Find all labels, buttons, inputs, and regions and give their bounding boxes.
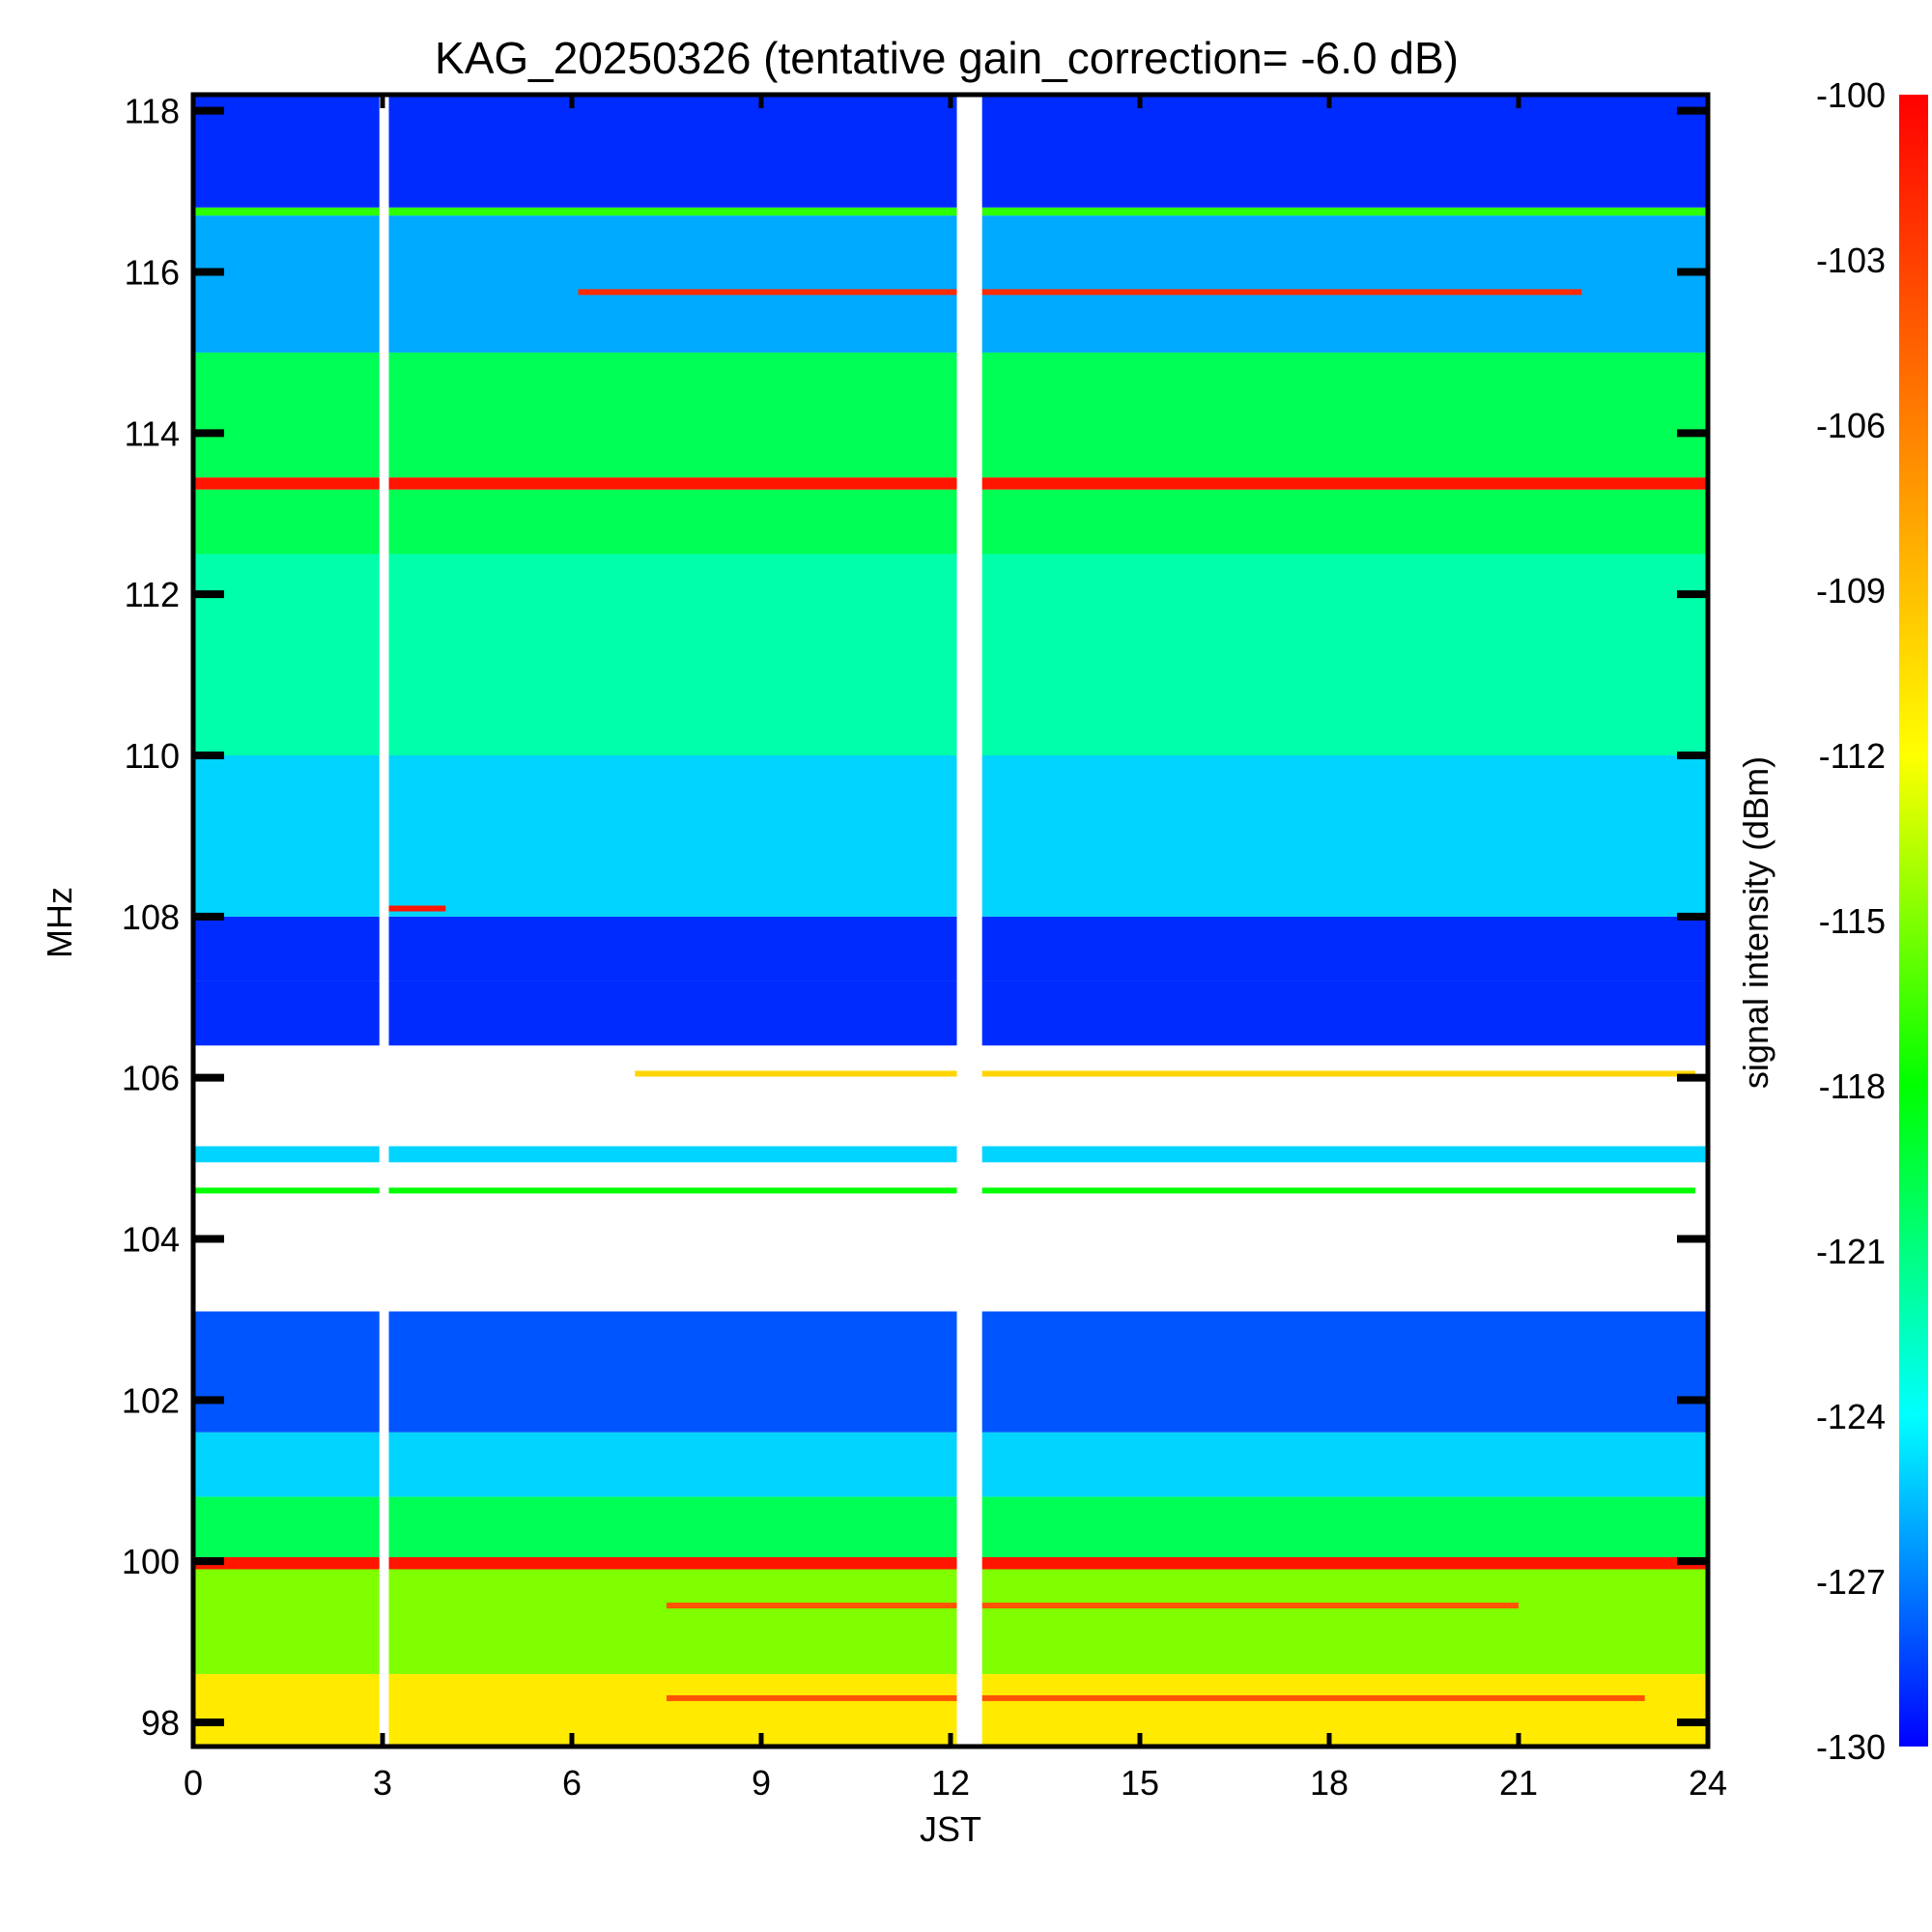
- data-gap: [379, 95, 389, 1747]
- y-tick-label: 118: [125, 92, 180, 131]
- y-tick-label: 102: [122, 1380, 180, 1420]
- colorbar: [1899, 95, 1928, 1747]
- x-tick-label: 0: [184, 1763, 203, 1803]
- carrier-line: [578, 289, 1582, 296]
- colorbar-label: signal intensity (dBm): [1736, 756, 1776, 1089]
- heatmap-band: [193, 1556, 1708, 1570]
- y-tick-label: 112: [125, 575, 180, 614]
- data-gap: [956, 95, 982, 1747]
- x-tick-label: 9: [752, 1763, 771, 1803]
- colorbar-tick-label: -103: [1816, 241, 1886, 280]
- carrier-line: [635, 1070, 1695, 1077]
- colorbar-tick-label: -112: [1819, 736, 1886, 776]
- heatmap-band: [193, 1146, 1708, 1163]
- x-tick-label: 3: [373, 1763, 392, 1803]
- heatmap-band: [193, 916, 1708, 981]
- y-tick-label: 98: [141, 1703, 180, 1743]
- heatmap-band: [193, 489, 1708, 554]
- carrier-line: [667, 1603, 1519, 1609]
- x-tick-label: 24: [1689, 1763, 1727, 1803]
- colorbar-tick-label: -115: [1819, 901, 1886, 941]
- heatmap-band: [193, 352, 1708, 478]
- carrier-line: [193, 1187, 1695, 1194]
- colorbar-tick-label: -100: [1816, 75, 1886, 115]
- chart-title: KAG_20250326 (tentative gain_correction=…: [435, 33, 1459, 83]
- heatmap-band: [193, 554, 1708, 755]
- carrier-line: [383, 905, 446, 912]
- y-axis-label: MHz: [40, 887, 79, 958]
- x-axis-label: JST: [920, 1809, 981, 1849]
- heatmap-band: [193, 207, 1708, 216]
- colorbar-tick-label: -106: [1816, 406, 1886, 445]
- y-tick-label: 116: [125, 253, 180, 293]
- y-tick-label: 104: [122, 1219, 180, 1259]
- heatmap-area: [193, 95, 1708, 1747]
- colorbar-tick-label: -121: [1816, 1232, 1886, 1271]
- colorbar-ticks: -100 -103 -106 -109 -112 -115 -118 -121 -124 -127…: [1816, 75, 1886, 1767]
- y-axis-ticks: 98 100 102 104 106 108 110 112 114 116 118: [122, 92, 1708, 1743]
- colorbar-tick-label: -130: [1816, 1727, 1886, 1767]
- x-tick-label: 12: [931, 1763, 970, 1803]
- heatmap-band: [193, 1569, 1708, 1674]
- heatmap-band: [193, 1496, 1708, 1557]
- y-tick-label: 108: [122, 897, 180, 937]
- y-tick-label: 106: [122, 1059, 180, 1098]
- heatmap-band: [193, 95, 1708, 208]
- colorbar-tick-label: -109: [1816, 571, 1886, 611]
- x-axis-ticks: 0 3 6 9 12 15 18 21 24: [184, 95, 1727, 1803]
- colorbar-tick-label: -124: [1816, 1397, 1886, 1436]
- heatmap-band: [193, 477, 1708, 490]
- carrier-line: [667, 1694, 1645, 1701]
- heatmap-band: [193, 215, 1708, 353]
- x-tick-label: 21: [1499, 1763, 1538, 1803]
- colorbar-tick-label: -118: [1819, 1066, 1886, 1106]
- colorbar-tick-label: -127: [1816, 1562, 1886, 1602]
- heatmap-band: [193, 980, 1708, 1046]
- heatmap-band: [193, 1311, 1708, 1433]
- heatmap-band: [193, 755, 1708, 917]
- y-tick-label: 110: [125, 736, 180, 776]
- x-tick-label: 18: [1310, 1763, 1349, 1803]
- x-tick-label: 6: [562, 1763, 582, 1803]
- heatmap-band: [193, 1432, 1708, 1497]
- x-tick-label: 15: [1121, 1763, 1159, 1803]
- y-tick-label: 100: [122, 1542, 180, 1581]
- y-tick-label: 114: [125, 413, 180, 453]
